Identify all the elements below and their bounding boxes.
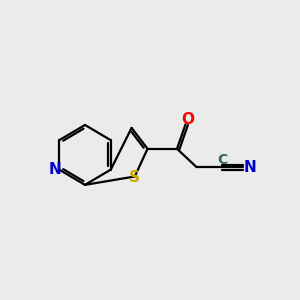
- Text: N: N: [48, 162, 61, 177]
- Text: C: C: [217, 153, 227, 167]
- Text: S: S: [129, 170, 140, 185]
- Text: N: N: [244, 160, 256, 175]
- Text: O: O: [182, 112, 194, 127]
